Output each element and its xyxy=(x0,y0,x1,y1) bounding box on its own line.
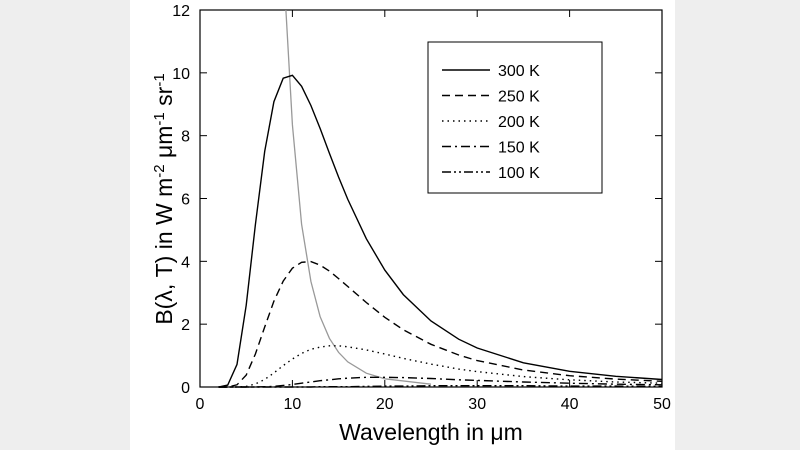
x-axis-label: Wavelength in μm xyxy=(339,419,523,445)
x-tick-label: 30 xyxy=(468,396,486,413)
legend-box xyxy=(427,41,603,194)
y-label-superscript: -1 xyxy=(151,73,168,86)
x-tick-label: 0 xyxy=(196,396,205,413)
y-tick-label: 2 xyxy=(181,317,190,334)
legend-label: 100 K xyxy=(498,165,540,182)
x-tick-label: 50 xyxy=(653,396,671,413)
x-tick-label: 10 xyxy=(284,396,302,413)
y-tick-label: 10 xyxy=(172,66,190,83)
y-label-superscript: -1 xyxy=(151,112,168,125)
series-line xyxy=(218,385,663,388)
wien-locus xyxy=(285,9,432,385)
y-label-part: sr xyxy=(151,86,177,112)
series-line xyxy=(218,345,663,388)
legend-label: 300 K xyxy=(498,63,540,80)
series-line xyxy=(218,74,663,388)
legend-label: 250 K xyxy=(498,89,540,106)
legend-label: 200 K xyxy=(498,114,540,131)
legend-label: 150 K xyxy=(498,140,540,157)
y-label-part: B(λ, T) in W m xyxy=(151,178,177,325)
y-tick-label: 8 xyxy=(181,129,190,146)
y-label-part: μm xyxy=(151,126,177,165)
x-tick-label: 40 xyxy=(561,396,579,413)
y-tick-label: 4 xyxy=(181,254,190,271)
y-tick-label: 12 xyxy=(172,3,190,20)
series-line xyxy=(218,260,663,388)
y-tick-label: 0 xyxy=(181,380,190,397)
y-tick-label: 6 xyxy=(181,192,190,209)
x-tick-label: 20 xyxy=(376,396,394,413)
y-axis-label: B(λ, T) in W m-2 μm-1 sr-1 xyxy=(151,73,178,324)
y-label-superscript: -2 xyxy=(151,164,168,177)
